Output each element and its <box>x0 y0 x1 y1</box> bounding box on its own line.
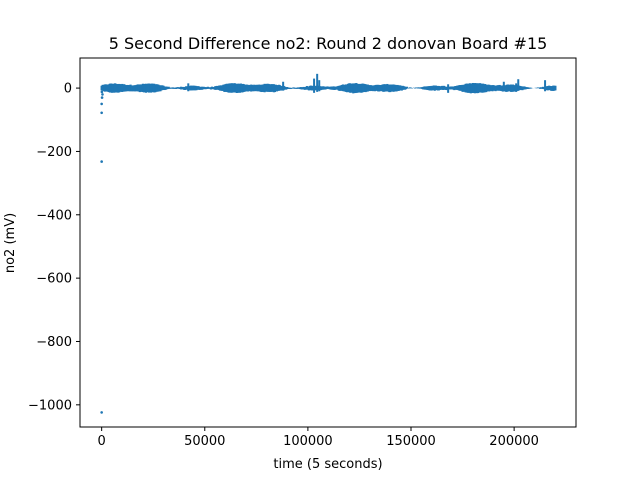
x-tick-label: 0 <box>98 434 106 449</box>
chart-title: 5 Second Difference no2: Round 2 donovan… <box>109 34 548 53</box>
axes-frame <box>79 57 577 428</box>
data-point-outlier <box>100 102 103 106</box>
y-tick-label: −400 <box>36 208 72 223</box>
x-tick-label: 150000 <box>386 434 436 449</box>
x-axis-ticks: 0 50000 100000 150000 200000 <box>98 427 539 449</box>
data-points <box>100 73 557 414</box>
y-axis-ticks: 0 −200 −400 −600 −800 −1000 <box>28 82 80 413</box>
y-axis-label: no2 (mV) <box>3 213 18 273</box>
data-point-outlier <box>100 411 103 414</box>
data-point-outlier <box>100 160 103 163</box>
y-tick-label: −800 <box>36 335 72 350</box>
x-axis-label: time (5 seconds) <box>273 457 382 472</box>
x-tick-label: 50000 <box>184 434 225 449</box>
y-tick-label: −600 <box>36 272 72 287</box>
data-point-outlier <box>100 96 104 99</box>
data-point-outlier <box>100 111 103 115</box>
data-point-outlier <box>100 90 104 94</box>
x-tick-label: 100000 <box>283 434 333 449</box>
x-tick-label: 200000 <box>489 434 539 449</box>
data-point-outlier <box>101 93 104 96</box>
y-tick-label: −1000 <box>28 398 72 413</box>
y-tick-label: −200 <box>36 145 72 160</box>
y-tick-label: 0 <box>64 82 72 97</box>
